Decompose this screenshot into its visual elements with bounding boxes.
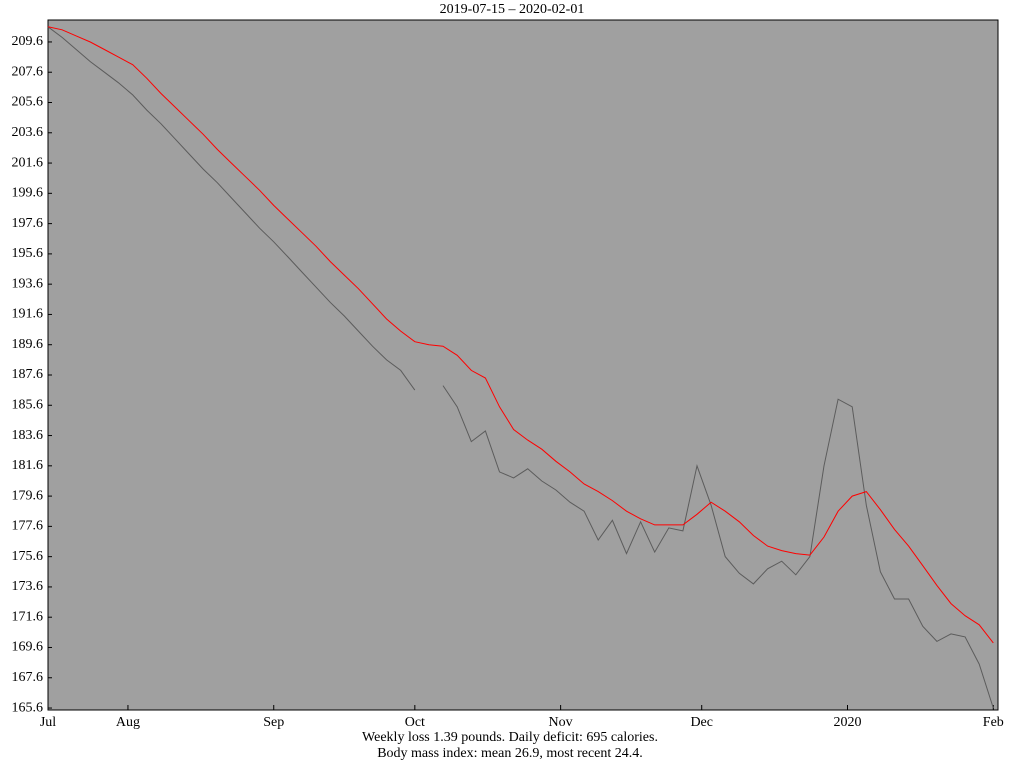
x-tick-label: Oct: [405, 715, 425, 730]
y-tick-label: 169.6: [12, 640, 44, 655]
x-tick-label: Feb: [983, 715, 1004, 730]
chart-title: 2019-07-15 – 2020-02-01: [440, 2, 585, 17]
x-tick-label: Jul: [40, 715, 56, 730]
y-tick-label: 171.6: [12, 609, 44, 624]
y-tick-label: 177.6: [12, 519, 44, 534]
x-tick-label: Sep: [263, 715, 284, 730]
x-tick-label: Aug: [116, 715, 140, 730]
y-tick-label: 209.6: [12, 34, 44, 49]
y-tick-label: 175.6: [12, 549, 44, 564]
y-tick-label: 185.6: [12, 397, 44, 412]
y-tick-label: 207.6: [12, 64, 44, 79]
y-tick-label: 197.6: [12, 216, 44, 231]
y-tick-label: 165.6: [12, 700, 44, 715]
y-tick-label: 193.6: [12, 276, 44, 291]
y-tick-label: 191.6: [12, 307, 44, 322]
y-tick-label: 183.6: [12, 428, 44, 443]
series-line: [47, 26, 994, 709]
y-tick-label: 203.6: [12, 125, 44, 140]
y-tick-label: 173.6: [12, 579, 44, 594]
y-tick-label: 167.6: [12, 670, 44, 685]
y-tick-label: 181.6: [12, 458, 44, 473]
y-tick-label: 201.6: [12, 155, 44, 170]
y-tick-label: 179.6: [12, 488, 44, 503]
annotation: Body mass index: mean 26.9, most recent …: [377, 746, 643, 761]
x-tick-label: 2020: [834, 715, 862, 730]
x-tick-label: Nov: [549, 715, 573, 730]
y-tick-label: 189.6: [12, 337, 44, 352]
y-tick-label: 187.6: [12, 367, 44, 382]
annotation: Weekly loss 1.39 pounds. Daily deficit: …: [362, 730, 658, 745]
plot-area: [47, 19, 999, 711]
series-line: [47, 26, 994, 644]
y-tick-label: 199.6: [12, 186, 44, 201]
y-tick-label: 195.6: [12, 246, 44, 261]
y-tick-label: 205.6: [12, 95, 44, 110]
x-tick-label: Dec: [690, 715, 713, 730]
